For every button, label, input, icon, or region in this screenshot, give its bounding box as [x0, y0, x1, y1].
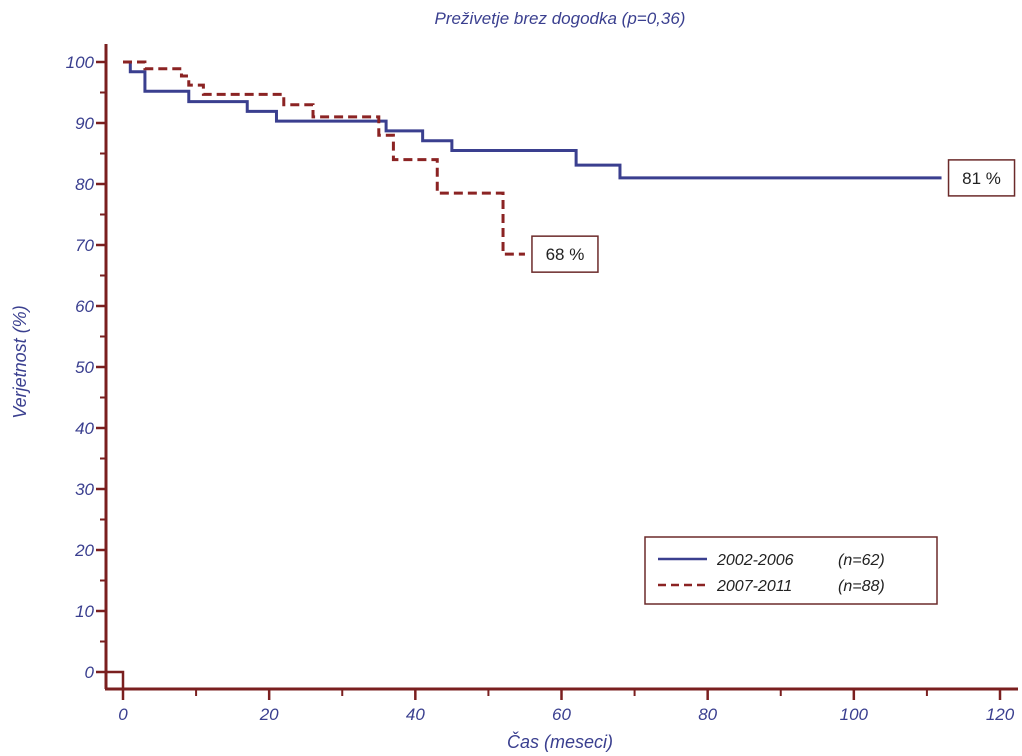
- series-line-2007-2011: [123, 60, 525, 256]
- y-tick-label: 40: [75, 419, 94, 438]
- x-tick-label: 60: [552, 705, 571, 724]
- x-tick-label: 120: [986, 705, 1015, 724]
- x-tick-label: 40: [406, 705, 425, 724]
- y-tick-label: 50: [75, 358, 94, 377]
- annotation-box: [947, 159, 1016, 197]
- y-tick-label: 100: [66, 53, 95, 72]
- end-annotation-2002-2006: 81 %: [947, 159, 1016, 197]
- annotation-text: 81 %: [962, 169, 1001, 188]
- end-annotation-2007-2011: 68 %: [531, 235, 599, 273]
- y-tick-label: 0: [85, 663, 95, 682]
- y-tick-label: 30: [75, 480, 94, 499]
- y-tick-label: 80: [75, 175, 94, 194]
- annotation-text: 68 %: [546, 245, 585, 264]
- y-axis-label: Verjetnost (%): [10, 305, 30, 418]
- plot-area: 0 10 20 30 40 50 60 70 80 90 100 0 20 40 60 80 100 120 81 …: [66, 44, 1018, 724]
- annotation-box: [531, 235, 599, 273]
- y-tick-label: 10: [75, 602, 94, 621]
- legend: 2002-2006 (n=62) 2007-2011 (n=88): [644, 536, 938, 605]
- y-tick-label: 60: [75, 297, 94, 316]
- y-tick-label: 70: [75, 236, 94, 255]
- y-tick-label: 20: [74, 541, 94, 560]
- chart-title: Preživetje brez dogodka (p=0,36): [435, 9, 686, 28]
- x-tick-label: 0: [118, 705, 128, 724]
- x-tick-label: 100: [840, 705, 869, 724]
- legend-box: [644, 536, 938, 605]
- series-line-2002-2006: [123, 60, 942, 180]
- legend-label: 2002-2006: [716, 552, 794, 569]
- y-tick-label: 90: [75, 114, 94, 133]
- origin-marker: [106, 670, 125, 689]
- legend-n-label: (n=62): [838, 552, 885, 569]
- x-tick-label: 80: [698, 705, 717, 724]
- x-tick-label: 20: [259, 705, 279, 724]
- legend-label: 2007-2011: [716, 578, 792, 595]
- x-axis-label: Čas (meseci): [507, 731, 613, 752]
- legend-n-label: (n=88): [838, 578, 885, 595]
